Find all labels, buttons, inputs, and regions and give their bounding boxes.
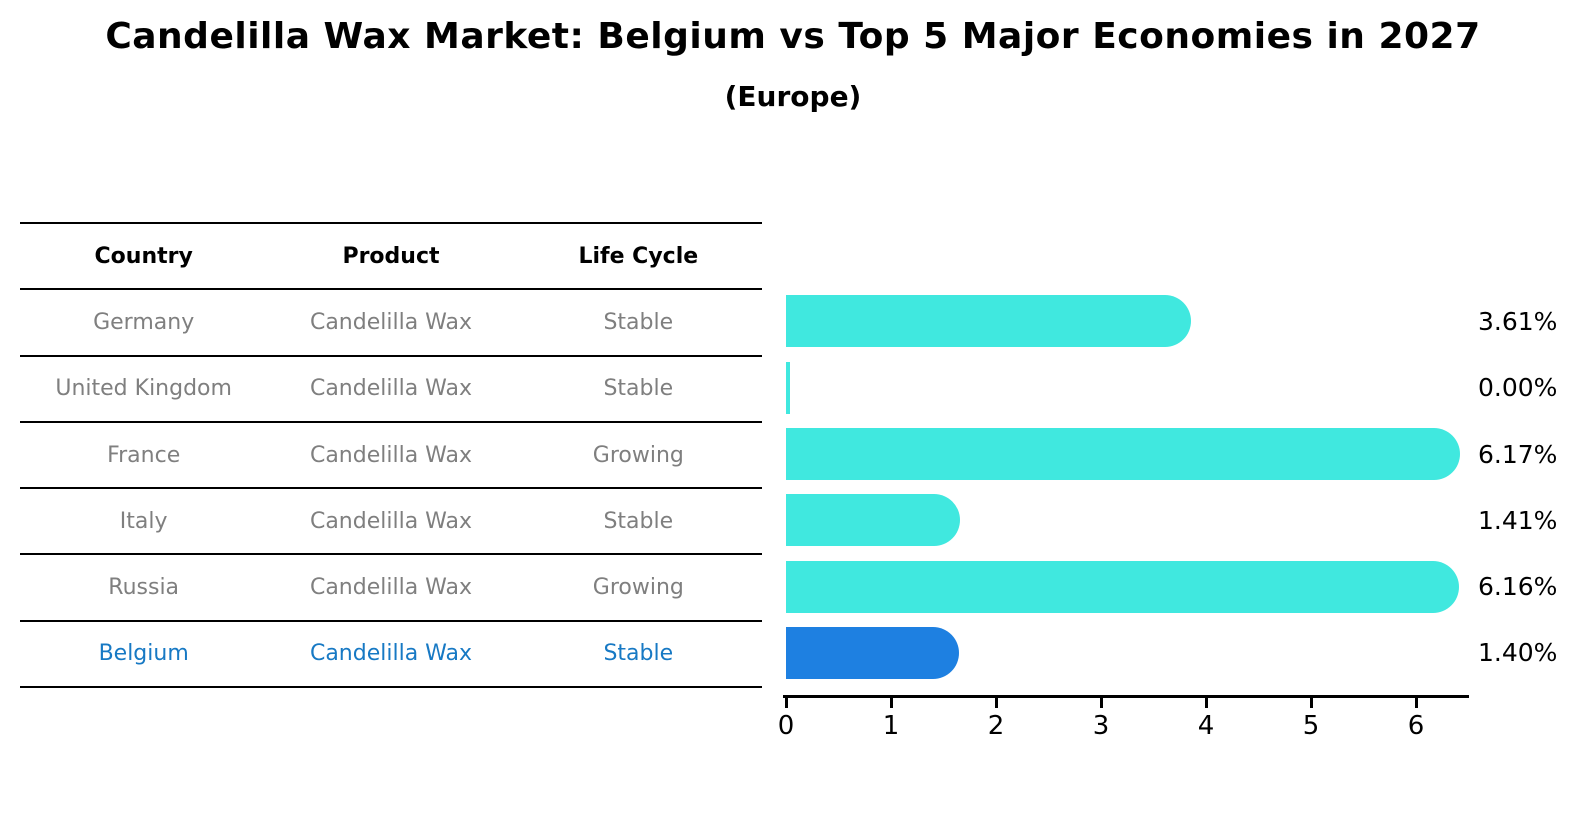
value-label-united-kingdom: 0.00% xyxy=(1478,373,1558,403)
tick-mark xyxy=(1310,695,1313,708)
bar-france xyxy=(786,428,1460,481)
tick-label: 5 xyxy=(1302,711,1320,741)
info-table: Country Product Life Cycle Germany Cande… xyxy=(20,222,762,689)
table-row-united-kingdom: United Kingdom Candelilla Wax Stable xyxy=(20,354,762,421)
cell-country: France xyxy=(107,442,181,468)
value-label-belgium: 1.40% xyxy=(1478,638,1558,668)
page-subtitle: (Europe) xyxy=(724,80,862,113)
cell-product: Candelilla Wax xyxy=(309,442,473,468)
value-label-france: 6.17% xyxy=(1478,439,1558,469)
x-axis-spine xyxy=(783,695,1469,698)
header-cell-country: Country xyxy=(94,243,193,269)
tick-label: 1 xyxy=(882,711,900,741)
cell-product: Candelilla Wax xyxy=(309,575,473,601)
cell-product: Candelilla Wax xyxy=(309,508,473,534)
value-label-germany: 3.61% xyxy=(1478,306,1558,336)
cell-country: Russia xyxy=(108,575,180,601)
value-label-column: 3.61% 0.00% 6.17% 1.41% 6.16% 1.40% xyxy=(1478,288,1586,686)
page-title: Candelilla Wax Market: Belgium vs Top 5 … xyxy=(105,16,1481,57)
tick-label: 2 xyxy=(987,711,1005,741)
table-row-germany: Germany Candelilla Wax Stable xyxy=(20,288,762,354)
cell-life-cycle: Stable xyxy=(603,376,674,402)
cell-product: Candelilla Wax xyxy=(309,641,473,667)
cell-life-cycle: Stable xyxy=(603,508,674,534)
cell-life-cycle: Stable xyxy=(603,309,674,335)
cell-life-cycle: Growing xyxy=(592,442,684,468)
tick-mark xyxy=(785,695,788,708)
tick-mark xyxy=(1415,695,1418,708)
header-cell-product: Product xyxy=(342,243,440,269)
tick-mark xyxy=(890,695,893,708)
table-row-russia: Russia Candelilla Wax Growing xyxy=(20,553,762,619)
value-label-russia: 6.16% xyxy=(1478,572,1558,602)
tick-label: 6 xyxy=(1407,711,1425,741)
cell-product: Candelilla Wax xyxy=(309,309,473,335)
cell-country: Germany xyxy=(93,309,195,335)
header-cell-life-cycle: Life Cycle xyxy=(578,243,699,269)
tick-label: 4 xyxy=(1197,711,1215,741)
tick-label: 0 xyxy=(777,711,795,741)
cell-life-cycle: Stable xyxy=(603,641,674,667)
cell-life-cycle: Growing xyxy=(592,575,684,601)
table-row-france: France Candelilla Wax Growing xyxy=(20,420,762,487)
cell-country: Italy xyxy=(119,508,168,534)
tick-label: 3 xyxy=(1092,711,1110,741)
cell-country: United Kingdom xyxy=(55,376,232,402)
table-row-italy: Italy Candelilla Wax Stable xyxy=(20,487,762,553)
table-header-row: Country Product Life Cycle xyxy=(20,222,762,288)
bar-germany xyxy=(786,295,1192,348)
bar-russia xyxy=(786,560,1459,613)
cell-country: Belgium xyxy=(98,641,189,667)
value-label-italy: 1.41% xyxy=(1478,505,1558,535)
tick-mark xyxy=(1205,695,1208,708)
bar-italy xyxy=(786,494,961,547)
cell-product: Candelilla Wax xyxy=(309,376,473,402)
bar-united-kingdom xyxy=(786,361,790,414)
table-row-belgium: Belgium Candelilla Wax Stable xyxy=(20,619,762,686)
bar-belgium xyxy=(786,626,959,679)
tick-mark xyxy=(995,695,998,708)
tick-mark xyxy=(1100,695,1103,708)
